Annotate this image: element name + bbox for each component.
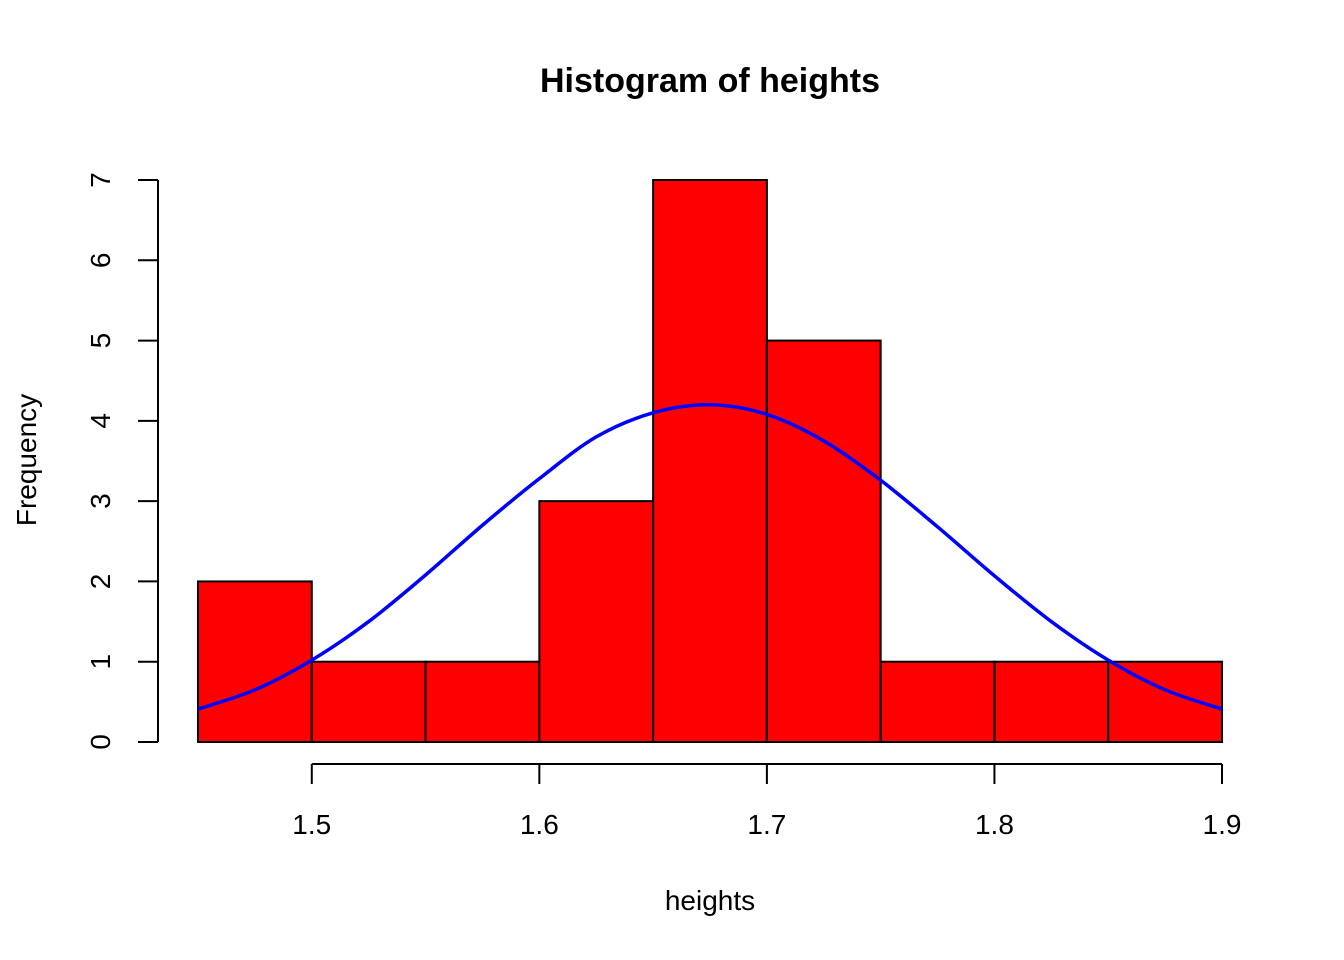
x-tick-label: 1.6 — [520, 809, 559, 840]
x-tick-label: 1.7 — [747, 809, 786, 840]
x-axis: 1.5 1.6 1.7 1.8 1.9 — [292, 763, 1242, 840]
chart-title: Histogram of heights — [540, 62, 880, 100]
y-tick-label: 2 — [85, 574, 116, 590]
y-tick-label: 1 — [85, 654, 116, 670]
histogram-bar-1 — [197, 580, 313, 744]
density-curve — [197, 403, 1223, 711]
histogram-bar-6 — [765, 339, 882, 743]
y-axis-title: Frequency — [11, 394, 42, 526]
y-tick-label: 3 — [85, 493, 116, 509]
x-tick-label: 1.5 — [292, 809, 331, 840]
histogram-bar-4 — [538, 500, 655, 743]
bars-group — [197, 179, 1223, 744]
y-tick-label: 6 — [85, 252, 116, 268]
x-axis-title: heights — [665, 885, 755, 916]
x-tick-label: 1.9 — [1203, 809, 1242, 840]
y-axis: 0 1 2 3 4 5 6 7 — [85, 172, 159, 750]
y-tick-label: 4 — [85, 413, 116, 429]
histogram-bar-3 — [424, 660, 541, 744]
histogram-bar-5 — [652, 179, 768, 743]
histogram-bar-9 — [1107, 660, 1223, 744]
histogram-bar-8 — [993, 660, 1110, 744]
y-tick-label: 0 — [85, 734, 116, 750]
x-tick-label: 1.8 — [975, 809, 1014, 840]
y-tick-label: 7 — [85, 172, 116, 188]
y-tick-label: 5 — [85, 333, 116, 349]
histogram-bar-7 — [879, 660, 996, 744]
histogram-bar-2 — [310, 660, 427, 744]
